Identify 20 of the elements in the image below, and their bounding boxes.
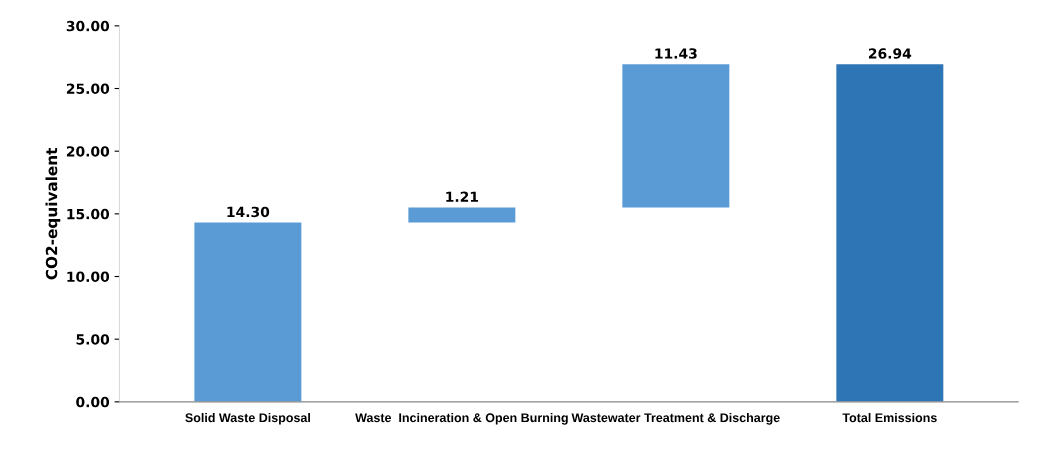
y-axis-title: CO2-equivalent [45, 147, 61, 280]
data-label: 14.30 [227, 206, 270, 218]
y-tick-label: 30.00 [66, 20, 110, 32]
data-label: 26.94 [868, 48, 912, 59]
x-tick-label: Waste Incineration & Open Burning [355, 412, 568, 425]
y-tick-label: 10.00 [67, 271, 110, 282]
x-tick-label: Total Emissions [842, 412, 937, 423]
bar [622, 64, 730, 208]
bar [836, 64, 944, 402]
y-tick-label: 25.00 [66, 83, 110, 94]
bar [194, 222, 302, 402]
y-tick-label: 20.00 [66, 146, 110, 157]
bar [408, 207, 516, 223]
data-label: 11.43 [655, 48, 697, 59]
data-label: 1.21 [446, 191, 479, 202]
x-tick-label: Wastewater Treatment & Discharge [571, 412, 780, 425]
y-tick-label: 15.00 [67, 208, 110, 220]
y-tick-label: 0.00 [76, 396, 110, 408]
y-tick-label: 5.00 [76, 334, 110, 345]
x-tick-label: Solid Waste Disposal [185, 412, 310, 425]
